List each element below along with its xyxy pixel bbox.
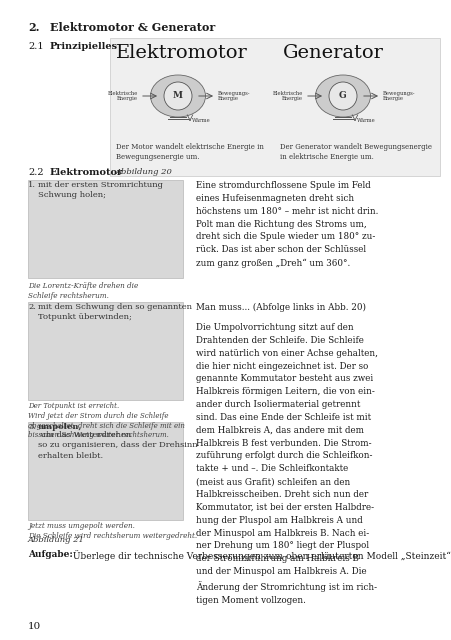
Text: Wärme: Wärme [192,118,210,122]
Text: 2.: 2. [28,303,36,311]
FancyBboxPatch shape [28,180,183,278]
Text: umpolen,: umpolen, [38,423,82,431]
Text: Wärme: Wärme [356,118,375,122]
FancyBboxPatch shape [28,422,183,520]
Text: Elektrische
Energie: Elektrische Energie [272,91,302,101]
Text: mit der ersten Stromrichtung
Schwung holen;: mit der ersten Stromrichtung Schwung hol… [38,181,163,200]
Ellipse shape [150,75,205,117]
Text: G: G [338,92,346,100]
Text: Prinzipielles: Prinzipielles [50,42,118,51]
Text: Elektromotor: Elektromotor [50,168,123,177]
Text: Der Generator wandelt Bewegungsenergie
in elektrische Energie um.: Der Generator wandelt Bewegungsenergie i… [279,143,431,161]
Text: M: M [173,92,183,100]
Circle shape [328,82,356,110]
Text: Generator: Generator [282,44,383,62]
Text: Aufgabe:: Aufgabe: [28,550,73,559]
Text: Abbildung 20: Abbildung 20 [116,168,172,176]
Text: Elektromotor & Generator: Elektromotor & Generator [50,22,215,33]
Text: Bewegungs-
Energie: Bewegungs- Energie [217,91,250,101]
Text: Man muss... (Abfolge links in Abb. 20): Man muss... (Abfolge links in Abb. 20) [196,303,365,312]
Text: Die Lorentz-Kräfte drehen die
Schleife rechtsherum.: Die Lorentz-Kräfte drehen die Schleife r… [28,282,138,300]
FancyBboxPatch shape [110,38,439,176]
Text: um das Weiterdrehen
so zu organisieren, dass der Drehsinn
erhalten bleibt.: um das Weiterdrehen so zu organisieren, … [38,431,197,460]
Text: Abbildung 21: Abbildung 21 [28,536,85,544]
Text: Der Totpunkt ist erreicht.
Wird jetzt der Strom durch die Schleife
abgeschaltet,: Der Totpunkt ist erreicht. Wird jetzt de… [28,402,184,440]
FancyBboxPatch shape [28,302,183,400]
Text: Der Motor wandelt elektrische Energie in
Bewegungsenergie um.: Der Motor wandelt elektrische Energie in… [116,143,263,161]
Circle shape [164,82,192,110]
Text: Elektrische
Energie: Elektrische Energie [107,91,138,101]
Text: Überlege dir technische Verbesserungen zum oben erläuterten Modell „Steinzeit“.: Überlege dir technische Verbesserungen z… [70,550,451,561]
Text: 2.2: 2.2 [28,168,44,177]
Text: 2.: 2. [28,22,39,33]
Text: Eine stromdurchflossene Spule im Feld
eines Hufeisenmagneten dreht sich
höchsten: Eine stromdurchflossene Spule im Feld ei… [196,181,377,268]
Text: Elektromotor: Elektromotor [116,44,247,62]
Text: Jetzt muss umgepolt werden.
Die Schleife wird rechtsherum weitergedreht.: Jetzt muss umgepolt werden. Die Schleife… [28,522,197,540]
Text: 3.: 3. [28,423,36,431]
Text: 1.: 1. [28,181,36,189]
Ellipse shape [315,75,370,117]
Text: Die Umpolvorrichtung sitzt auf den
Drahtenden der Schleife. Die Schleife
wird na: Die Umpolvorrichtung sitzt auf den Draht… [196,323,377,605]
Text: 10: 10 [28,622,41,631]
Text: mit dem Schwung den so genannten
Totpunkt überwinden;: mit dem Schwung den so genannten Totpunk… [38,303,192,321]
Text: Bewegungs-
Energie: Bewegungs- Energie [382,91,414,101]
Text: 2.1: 2.1 [28,42,44,51]
